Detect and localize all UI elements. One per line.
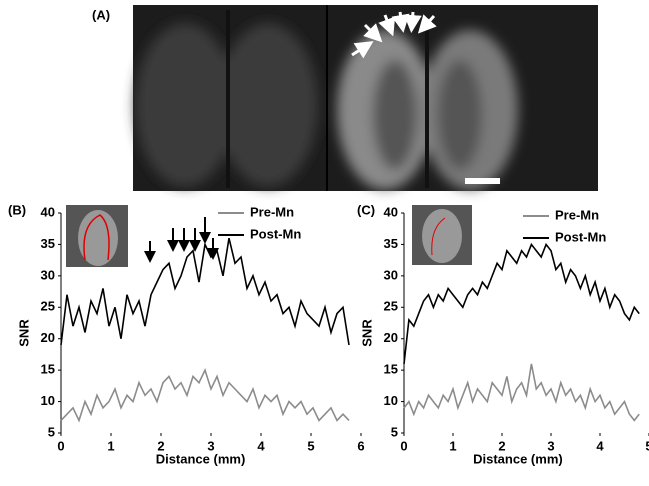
- data-line: [60, 367, 350, 423]
- x-tick-label: 4: [596, 438, 604, 453]
- y-tick-label: 25: [384, 299, 398, 314]
- data-line: [403, 242, 640, 364]
- y-tick-label: 5: [391, 424, 398, 439]
- x-tick-label: 5: [645, 438, 649, 453]
- y-tick-label: 10: [384, 393, 398, 408]
- mri-image: [133, 5, 598, 191]
- inset-c: [412, 205, 472, 265]
- x-tick-label: 2: [498, 438, 505, 453]
- legend-label: Pre-Mn: [250, 204, 294, 219]
- x-axis-label: Distance (mm): [156, 451, 246, 466]
- y-tick-label: 30: [384, 267, 398, 282]
- x-tick-label: 0: [57, 438, 64, 453]
- y-tick-label: 10: [41, 393, 55, 408]
- peak-arrows: [144, 217, 219, 263]
- legend-label: Post-Mn: [250, 226, 301, 241]
- y-tick-label: 40: [384, 204, 398, 219]
- panel-label: (B): [8, 202, 26, 217]
- legend-label: Pre-Mn: [555, 207, 599, 222]
- panel-label: (A): [92, 7, 110, 22]
- x-axis-label: Distance (mm): [473, 451, 563, 466]
- y-tick-label: 25: [41, 299, 55, 314]
- x-tick-label: 3: [547, 438, 554, 453]
- x-tick-label: 2: [157, 438, 164, 453]
- x-tick-label: 1: [107, 438, 114, 453]
- y-tick-label: 20: [384, 330, 398, 345]
- y-tick-label: 35: [384, 236, 398, 251]
- x-tick-label: 1: [449, 438, 456, 453]
- y-tick-label: 15: [41, 362, 55, 377]
- x-tick-label: 4: [257, 438, 265, 453]
- x-tick-label: 5: [307, 438, 314, 453]
- x-tick-label: 3: [207, 438, 214, 453]
- x-tick-label: 0: [400, 438, 407, 453]
- y-tick-label: 30: [41, 267, 55, 282]
- y-tick-label: 15: [384, 362, 398, 377]
- inset-b: [66, 205, 128, 267]
- panel-label: (C): [357, 202, 375, 217]
- x-tick-label: 6: [357, 438, 364, 453]
- data-line: [60, 237, 350, 346]
- y-tick-label: 40: [41, 204, 55, 219]
- y-tick-label: 35: [41, 236, 55, 251]
- legend-label: Post-Mn: [555, 229, 606, 244]
- y-axis-label: SNR: [359, 319, 374, 347]
- y-tick-label: 5: [48, 424, 55, 439]
- data-line: [403, 363, 640, 422]
- y-axis-label: SNR: [16, 319, 31, 347]
- y-tick-label: 20: [41, 330, 55, 345]
